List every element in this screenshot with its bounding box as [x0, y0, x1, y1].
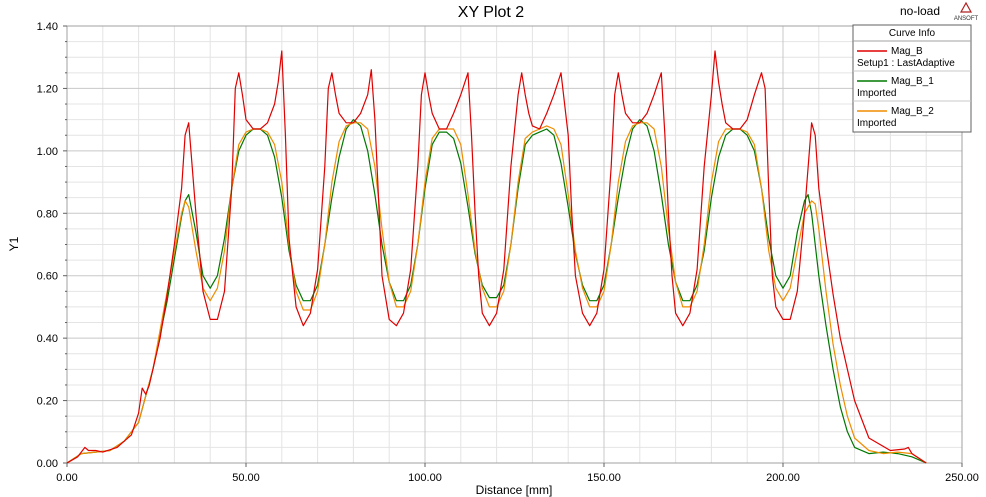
- chart-title: XY Plot 2: [458, 4, 525, 21]
- axis-ticks: 0.00 50.00 100.00 150.00 200.00 250.00 0.00 0.2…: [37, 21, 979, 484]
- series-line-mag-b: [66, 50, 927, 464]
- y-tick-label: 0.60: [37, 271, 58, 283]
- y-tick-label: 1.00: [37, 146, 58, 158]
- series-lines: [66, 50, 927, 464]
- legend-entry-subtitle: Imported: [857, 118, 896, 129]
- legend-entry-subtitle: Imported: [857, 88, 896, 99]
- y-tick-label: 0.80: [37, 208, 58, 220]
- legend-entry-name: Mag_B_1: [891, 76, 934, 87]
- x-tick-label: 150.00: [587, 472, 621, 484]
- x-tick-label: 100.00: [408, 472, 442, 484]
- series-line-mag-b-2: [66, 122, 927, 464]
- x-axis-label: Distance [mm]: [476, 483, 553, 497]
- annotation-no-load: no-load: [900, 4, 940, 18]
- ansoft-logo-icon: [959, 1, 973, 13]
- legend-entry-name: Mag_B: [891, 46, 923, 57]
- legend-box: [852, 24, 972, 133]
- x-tick-label: 200.00: [766, 472, 800, 484]
- y-tick-label: 0.40: [37, 333, 58, 345]
- y-axis-label: Y1: [7, 236, 21, 251]
- legend-entry-name: Mag_B_2: [891, 106, 934, 117]
- ansoft-logo: ANSOFT: [954, 1, 979, 22]
- grid: [66, 25, 963, 464]
- x-tick-label: 50.00: [232, 472, 260, 484]
- legend-title: Curve Info: [889, 28, 936, 39]
- ansoft-logo-text: ANSOFT: [954, 16, 979, 22]
- legend-entry-subtitle: Setup1 : LastAdaptive: [857, 58, 955, 69]
- y-tick-label: 1.40: [37, 21, 58, 33]
- y-tick-label: 0.20: [37, 396, 58, 408]
- x-tick-label: 250.00: [945, 472, 979, 484]
- y-tick-label: 0.00: [37, 458, 58, 470]
- y-tick-label: 1.20: [37, 83, 58, 95]
- x-tick-label: 0.00: [56, 472, 77, 484]
